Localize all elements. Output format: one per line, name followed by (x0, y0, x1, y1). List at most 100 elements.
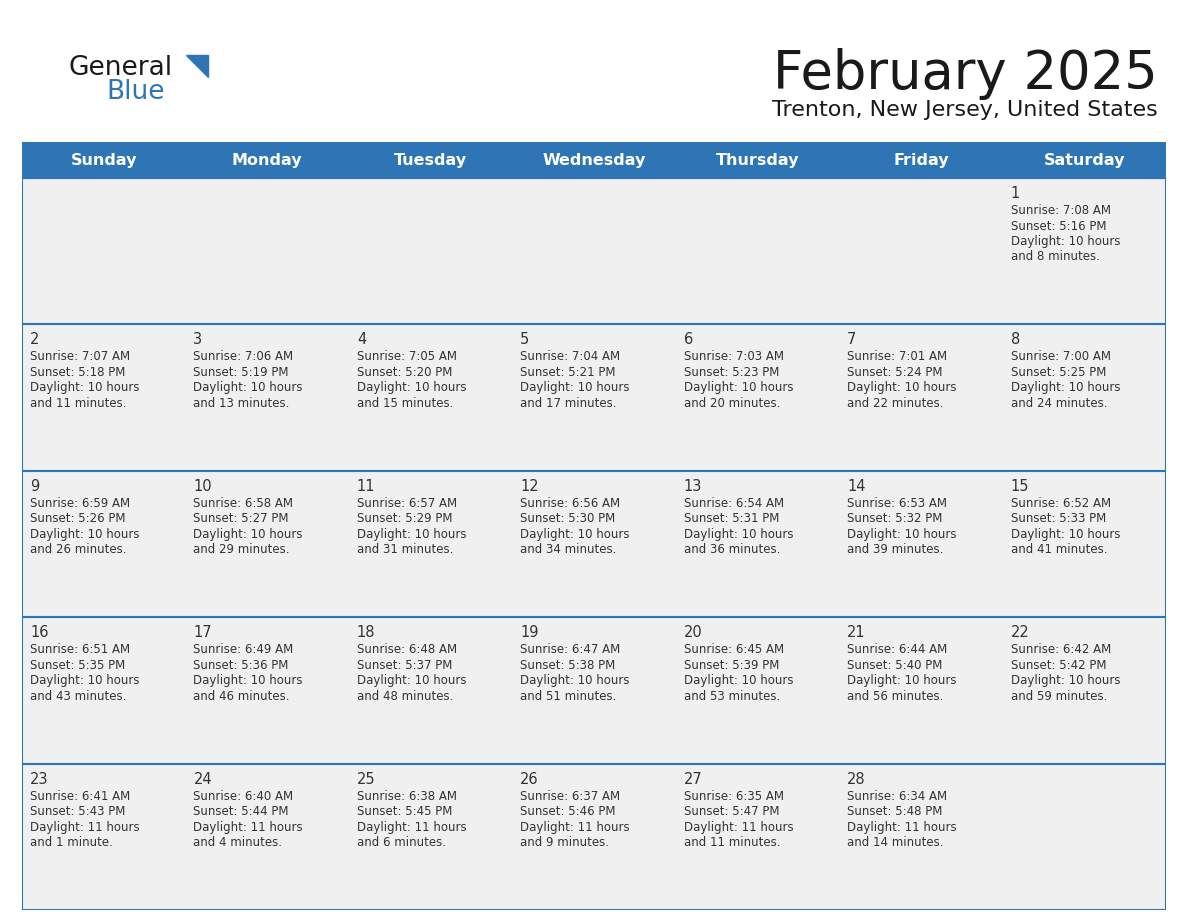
Text: Daylight: 11 hours: Daylight: 11 hours (30, 821, 140, 834)
Text: Daylight: 10 hours: Daylight: 10 hours (1011, 674, 1120, 688)
Text: Sunset: 5:31 PM: Sunset: 5:31 PM (684, 512, 779, 525)
Text: Sunset: 5:48 PM: Sunset: 5:48 PM (847, 805, 942, 818)
Text: and 29 minutes.: and 29 minutes. (194, 543, 290, 556)
Text: Wednesday: Wednesday (542, 152, 646, 167)
Text: Sunrise: 6:47 AM: Sunrise: 6:47 AM (520, 644, 620, 656)
Text: Sunset: 5:30 PM: Sunset: 5:30 PM (520, 512, 615, 525)
Text: Sunrise: 6:53 AM: Sunrise: 6:53 AM (847, 497, 947, 509)
Text: 21: 21 (847, 625, 866, 640)
Text: Daylight: 10 hours: Daylight: 10 hours (194, 381, 303, 395)
Text: Sunrise: 6:57 AM: Sunrise: 6:57 AM (356, 497, 457, 509)
Text: Daylight: 10 hours: Daylight: 10 hours (684, 674, 794, 688)
Text: and 15 minutes.: and 15 minutes. (356, 397, 454, 410)
Text: 9: 9 (30, 479, 39, 494)
Text: Sunset: 5:45 PM: Sunset: 5:45 PM (356, 805, 453, 818)
Text: 4: 4 (356, 332, 366, 347)
Text: Sunset: 5:35 PM: Sunset: 5:35 PM (30, 659, 125, 672)
Text: Sunrise: 6:40 AM: Sunrise: 6:40 AM (194, 789, 293, 802)
Text: Sunrise: 6:41 AM: Sunrise: 6:41 AM (30, 789, 131, 802)
Text: Sunrise: 6:35 AM: Sunrise: 6:35 AM (684, 789, 784, 802)
Text: Sunrise: 6:52 AM: Sunrise: 6:52 AM (1011, 497, 1111, 509)
Text: Sunset: 5:16 PM: Sunset: 5:16 PM (1011, 219, 1106, 232)
Text: Sunset: 5:47 PM: Sunset: 5:47 PM (684, 805, 779, 818)
Text: Sunrise: 6:44 AM: Sunrise: 6:44 AM (847, 644, 947, 656)
Text: 15: 15 (1011, 479, 1029, 494)
Text: and 6 minutes.: and 6 minutes. (356, 836, 446, 849)
Text: and 17 minutes.: and 17 minutes. (520, 397, 617, 410)
Text: Daylight: 10 hours: Daylight: 10 hours (356, 528, 467, 541)
Text: Daylight: 10 hours: Daylight: 10 hours (1011, 235, 1120, 248)
Text: and 14 minutes.: and 14 minutes. (847, 836, 943, 849)
Text: 23: 23 (30, 772, 49, 787)
Text: 6: 6 (684, 332, 693, 347)
Text: 8: 8 (1011, 332, 1019, 347)
Text: and 20 minutes.: and 20 minutes. (684, 397, 781, 410)
Text: 27: 27 (684, 772, 702, 787)
Text: Sunset: 5:24 PM: Sunset: 5:24 PM (847, 366, 942, 379)
Text: Sunrise: 6:45 AM: Sunrise: 6:45 AM (684, 644, 784, 656)
Text: and 53 minutes.: and 53 minutes. (684, 689, 781, 702)
Text: 26: 26 (520, 772, 539, 787)
Text: Daylight: 10 hours: Daylight: 10 hours (684, 528, 794, 541)
Text: Monday: Monday (232, 152, 303, 167)
Text: 3: 3 (194, 332, 202, 347)
Text: and 59 minutes.: and 59 minutes. (1011, 689, 1107, 702)
Text: and 22 minutes.: and 22 minutes. (847, 397, 943, 410)
Text: Daylight: 10 hours: Daylight: 10 hours (847, 381, 956, 395)
Text: Daylight: 11 hours: Daylight: 11 hours (356, 821, 467, 834)
Text: Sunset: 5:23 PM: Sunset: 5:23 PM (684, 366, 779, 379)
Text: Daylight: 10 hours: Daylight: 10 hours (847, 528, 956, 541)
Text: Sunrise: 6:59 AM: Sunrise: 6:59 AM (30, 497, 131, 509)
Bar (23, 142, 1165, 178)
Text: and 43 minutes.: and 43 minutes. (30, 689, 126, 702)
Text: Sunset: 5:39 PM: Sunset: 5:39 PM (684, 659, 779, 672)
Text: and 26 minutes.: and 26 minutes. (30, 543, 126, 556)
Text: Tuesday: Tuesday (394, 152, 467, 167)
Text: General: General (68, 55, 172, 81)
Text: and 48 minutes.: and 48 minutes. (356, 689, 454, 702)
Text: 13: 13 (684, 479, 702, 494)
Text: Sunrise: 6:38 AM: Sunrise: 6:38 AM (356, 789, 457, 802)
Text: and 51 minutes.: and 51 minutes. (520, 689, 617, 702)
Text: and 9 minutes.: and 9 minutes. (520, 836, 609, 849)
Text: Daylight: 11 hours: Daylight: 11 hours (847, 821, 956, 834)
Text: Sunset: 5:27 PM: Sunset: 5:27 PM (194, 512, 289, 525)
Text: and 11 minutes.: and 11 minutes. (30, 397, 126, 410)
Text: 28: 28 (847, 772, 866, 787)
Text: Sunrise: 6:51 AM: Sunrise: 6:51 AM (30, 644, 131, 656)
Text: and 46 minutes.: and 46 minutes. (194, 689, 290, 702)
Text: 5: 5 (520, 332, 530, 347)
Text: Sunrise: 7:00 AM: Sunrise: 7:00 AM (1011, 351, 1111, 364)
Text: Thursday: Thursday (715, 152, 800, 167)
Text: Daylight: 11 hours: Daylight: 11 hours (684, 821, 794, 834)
Text: and 1 minute.: and 1 minute. (30, 836, 113, 849)
Text: and 24 minutes.: and 24 minutes. (1011, 397, 1107, 410)
Text: Sunset: 5:38 PM: Sunset: 5:38 PM (520, 659, 615, 672)
Text: Sunset: 5:33 PM: Sunset: 5:33 PM (1011, 512, 1106, 525)
Text: 19: 19 (520, 625, 539, 640)
Text: Sunrise: 6:56 AM: Sunrise: 6:56 AM (520, 497, 620, 509)
Text: Daylight: 10 hours: Daylight: 10 hours (194, 528, 303, 541)
Text: Sunset: 5:21 PM: Sunset: 5:21 PM (520, 366, 615, 379)
Text: Daylight: 11 hours: Daylight: 11 hours (194, 821, 303, 834)
Text: Sunrise: 6:37 AM: Sunrise: 6:37 AM (520, 789, 620, 802)
Text: Daylight: 10 hours: Daylight: 10 hours (1011, 381, 1120, 395)
Text: Sunset: 5:42 PM: Sunset: 5:42 PM (1011, 659, 1106, 672)
Text: Sunrise: 7:03 AM: Sunrise: 7:03 AM (684, 351, 784, 364)
Text: Sunset: 5:40 PM: Sunset: 5:40 PM (847, 659, 942, 672)
Text: Sunset: 5:20 PM: Sunset: 5:20 PM (356, 366, 453, 379)
Text: Daylight: 10 hours: Daylight: 10 hours (520, 528, 630, 541)
Text: and 11 minutes.: and 11 minutes. (684, 836, 781, 849)
Text: 20: 20 (684, 625, 702, 640)
Text: Daylight: 10 hours: Daylight: 10 hours (847, 674, 956, 688)
Text: and 36 minutes.: and 36 minutes. (684, 543, 781, 556)
Text: Daylight: 10 hours: Daylight: 10 hours (356, 674, 467, 688)
Text: Daylight: 10 hours: Daylight: 10 hours (1011, 528, 1120, 541)
Text: Sunset: 5:19 PM: Sunset: 5:19 PM (194, 366, 289, 379)
Text: Sunrise: 6:58 AM: Sunrise: 6:58 AM (194, 497, 293, 509)
Text: Sunrise: 7:05 AM: Sunrise: 7:05 AM (356, 351, 457, 364)
Text: Daylight: 10 hours: Daylight: 10 hours (30, 674, 139, 688)
Text: Sunrise: 6:48 AM: Sunrise: 6:48 AM (356, 644, 457, 656)
Text: Daylight: 10 hours: Daylight: 10 hours (520, 674, 630, 688)
Text: Sunrise: 7:01 AM: Sunrise: 7:01 AM (847, 351, 947, 364)
